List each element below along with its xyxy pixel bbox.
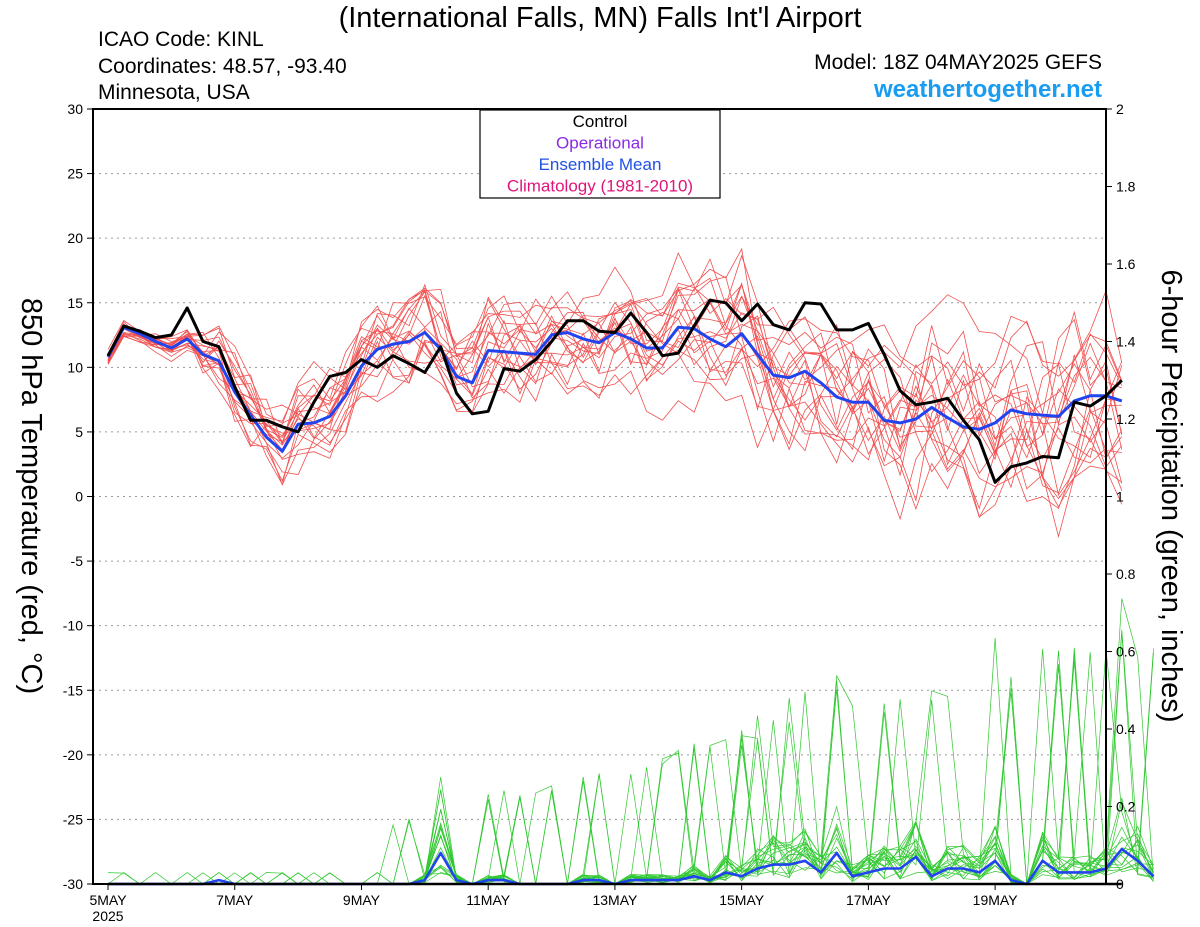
legend-box [479,109,721,199]
temp-member-line [107,288,1123,451]
grid-lines [93,173,1106,820]
right-tick-label: 0.2 [1116,799,1136,815]
x-tick-label: 17MAY [846,892,892,908]
left-tick-label: 25 [67,166,83,182]
temp-member-line [107,289,1123,486]
temp-member-line [107,266,1123,511]
ensemble-temperature-members [107,247,1123,539]
left-tick-label: -15 [63,682,83,698]
region: Minnesota, USA [98,81,250,104]
legend-entry: Control [573,112,628,131]
left-tick-label: 10 [67,359,83,375]
legend-entry: Ensemble Mean [539,155,662,174]
temp-member-line [107,287,1123,500]
left-tick-label: 20 [67,230,83,246]
x-tick-label: 13MAY [592,892,638,908]
right-axis-title: 6-hour Precipitation (green, inches) [1155,270,1187,723]
right-tick-label: 1.8 [1116,179,1136,195]
right-tick-label: 1.2 [1116,411,1136,427]
axes: 302520151050-5-10-15-20-25-3021.81.61.41… [15,101,1187,924]
icao-code: ICAO Code: KINL [98,28,264,51]
temp-member-line [107,251,1123,488]
x-tick-label: 7MAY [216,892,254,908]
precip-member-line [108,648,1154,885]
legend-entry: Operational [556,134,644,153]
precip-member-line [108,654,1154,885]
control-temp-line [106,298,1123,484]
left-tick-label: -30 [63,876,83,892]
website-link[interactable]: weathertogether.net [873,76,1102,103]
x-tick-label: 15MAY [719,892,765,908]
right-tick-label: 0 [1116,876,1124,892]
x-tick-label: 11MAY [466,892,510,908]
left-tick-label: 15 [67,295,83,311]
precip-member-line [108,711,1154,885]
highlight-series [106,298,1155,886]
legend: Control Operational Ensemble Mean Climatolo… [479,109,721,199]
precip-member-line [108,680,1154,885]
right-tick-label: 0.6 [1116,644,1136,660]
precip-member-line [108,715,1154,885]
left-tick-label: -25 [63,811,83,827]
model-run: Model: 18Z 04MAY2025 GEFS [814,51,1102,74]
temp-member-line [107,300,1123,502]
left-tick-label: 5 [75,424,83,440]
left-tick-label: -10 [63,618,83,634]
temp-member-line [107,295,1122,539]
temp-member-line [107,295,1123,510]
left-tick-label: 30 [67,101,83,117]
temp-member-line [107,254,1123,518]
right-tick-label: 0.8 [1116,566,1136,582]
x-tick-label: 19MAY [973,892,1019,908]
temp-member-line [107,320,1123,521]
x-tick-label: 5MAY [89,892,127,908]
left-tick-label: -20 [63,747,83,763]
left-tick-label: -5 [71,553,84,569]
right-tick-label: 0.4 [1116,721,1136,737]
chart-title: (International Falls, MN) Falls Int'l Ai… [338,2,862,34]
ensemble-precip-members [107,598,1154,885]
coordinates: Coordinates: 48.57, -93.40 [98,55,347,78]
legend-entry: Climatology (1981-2010) [507,177,693,196]
right-tick-label: 1.6 [1116,256,1136,272]
precip-member-line [108,676,1154,885]
temp-member-line [107,283,1123,483]
right-tick-label: 2 [1116,101,1124,117]
precip-member-line [108,652,1154,885]
precip-member-line [108,648,1154,885]
left-tick-label: 0 [75,489,83,505]
x-tick-label: 9MAY [343,892,381,908]
right-tick-label: 1 [1116,489,1124,505]
left-axis-title: 850 hPa Temperature (red, °C) [15,298,47,694]
temp-member-line [107,247,1123,468]
x-year-label: 2025 [92,908,123,924]
right-tick-label: 1.4 [1116,334,1136,350]
